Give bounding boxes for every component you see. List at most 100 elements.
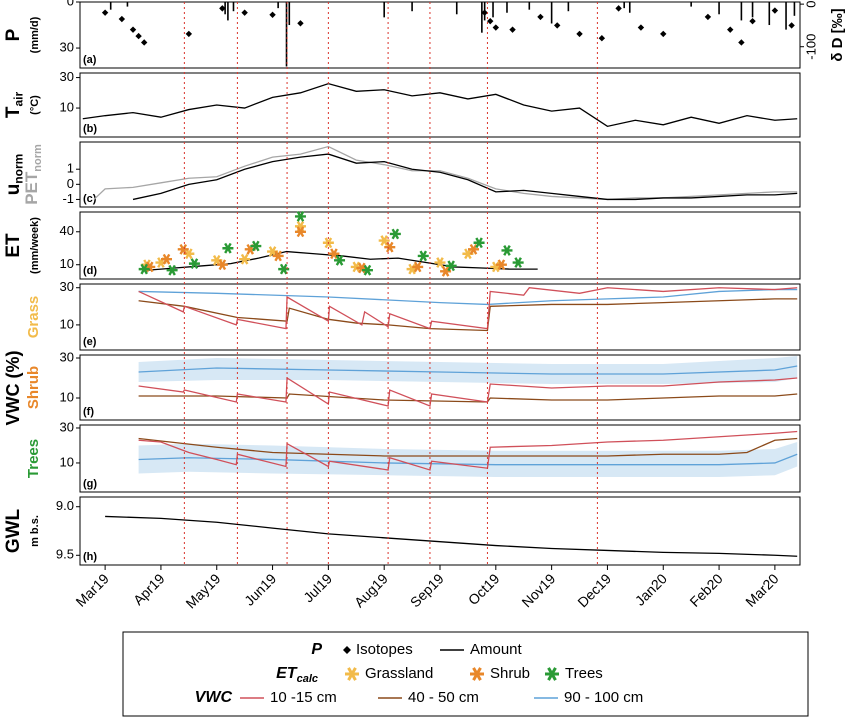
legend-diamond: [343, 646, 351, 654]
label-text: u: [3, 184, 24, 196]
panel-frame: [79, 496, 801, 566]
bar: [793, 2, 796, 16]
y-tick-label: 0: [67, 0, 74, 8]
bar: [232, 2, 235, 12]
y-tick-label: 30: [60, 349, 74, 364]
bar: [285, 2, 288, 67]
star-marker: [272, 250, 284, 262]
legend-label: Amount: [470, 641, 523, 658]
y-tick-label: -1: [62, 191, 74, 206]
y-tick-label: 30: [60, 279, 74, 294]
line: [138, 453, 798, 466]
panel-label: (f): [83, 406, 94, 418]
y-axis-label: GWL: [3, 508, 24, 553]
y-axis-label: Trees: [25, 439, 42, 478]
bar: [690, 2, 692, 7]
y-axis-unit: (°C): [29, 95, 41, 115]
diamond-marker: [788, 22, 795, 29]
bar: [740, 2, 743, 21]
star-marker: [222, 242, 234, 254]
x-tick-label: Mar20: [742, 570, 782, 610]
star-marker: [138, 263, 150, 275]
star-marker: [188, 258, 200, 270]
diamond-marker: [727, 26, 734, 33]
y-axis-label: Shrub: [25, 366, 42, 409]
y2-tick-label: -100: [803, 34, 818, 60]
line: [82, 82, 798, 128]
x-tick-label: Jun19: [241, 570, 279, 608]
bar: [506, 2, 508, 13]
diamond-marker: [185, 30, 193, 38]
legend-label: Grassland: [365, 665, 433, 682]
diamond-marker: [749, 17, 756, 25]
star-marker: [473, 237, 485, 249]
line: [105, 515, 798, 557]
x-tick-label: Dec19: [574, 570, 614, 610]
diamond-marker: [129, 26, 137, 33]
bar: [277, 2, 279, 9]
label-subscript: norm: [32, 144, 44, 172]
star-marker: [512, 257, 524, 268]
bar: [785, 2, 787, 30]
panel-frame: [79, 354, 801, 421]
legend-label: Shrub: [490, 665, 530, 682]
legend-star: [345, 667, 359, 681]
star-marker: [440, 265, 452, 277]
diamond-marker: [481, 9, 488, 16]
y-axis-label: unorm: [3, 154, 26, 196]
bar: [718, 2, 720, 15]
legend-title-text: P: [311, 641, 322, 658]
label-subscript: air: [12, 92, 26, 107]
y2-axis-label: δ D [‰]: [829, 8, 846, 61]
panel-frame: [79, 1, 801, 69]
label-text: ET: [3, 233, 24, 258]
diamond-marker: [637, 24, 645, 31]
label-text: GWL: [3, 508, 24, 553]
x-tick-label: May19: [182, 570, 223, 611]
y-tick-label: 30: [60, 419, 74, 434]
panel-frame: [79, 424, 801, 493]
label-text: P: [3, 28, 24, 41]
panel-label: (a): [83, 54, 97, 66]
y-axis-label: Tair: [3, 92, 26, 119]
label-text: (mm/week): [29, 217, 41, 274]
line: [138, 430, 798, 471]
star-marker: [216, 259, 228, 271]
x-tick-label: Apr19: [130, 570, 168, 608]
bar: [550, 2, 553, 24]
panel-frame: [79, 72, 801, 138]
diamond-marker: [738, 39, 745, 46]
uncertainty-band: [138, 441, 798, 477]
legend-title-sub: calc: [297, 673, 318, 685]
label-text: (mm/d): [29, 16, 41, 53]
star-marker: [294, 226, 306, 238]
star-marker: [250, 240, 262, 252]
x-tick-label: Feb20: [686, 570, 726, 610]
star-marker: [389, 228, 401, 240]
star-marker: [361, 264, 373, 276]
x-tick-label: Aug19: [351, 570, 391, 610]
y-tick-label: 30: [60, 39, 74, 54]
bar: [411, 2, 413, 12]
bar: [751, 2, 754, 18]
line: [138, 287, 798, 330]
bar: [288, 2, 291, 26]
legend-title-text: VWC: [195, 689, 233, 706]
y-tick-label: 30: [60, 69, 74, 84]
star-marker: [166, 264, 178, 276]
line: [138, 288, 798, 306]
panel-label: (c): [83, 193, 97, 205]
diamond-marker: [554, 22, 561, 29]
panel-label: (h): [83, 551, 97, 563]
label-text: Grass: [25, 296, 42, 339]
panel-label: (e): [83, 336, 97, 348]
star-marker: [445, 260, 457, 272]
legend-label: Trees: [565, 665, 603, 682]
y-axis-label: ET: [3, 233, 24, 258]
diamond-marker: [509, 26, 516, 33]
line: [138, 437, 798, 457]
label-text: T: [3, 106, 24, 118]
y-tick-label: 10: [60, 99, 74, 114]
legend-title-text: ET: [276, 665, 298, 682]
